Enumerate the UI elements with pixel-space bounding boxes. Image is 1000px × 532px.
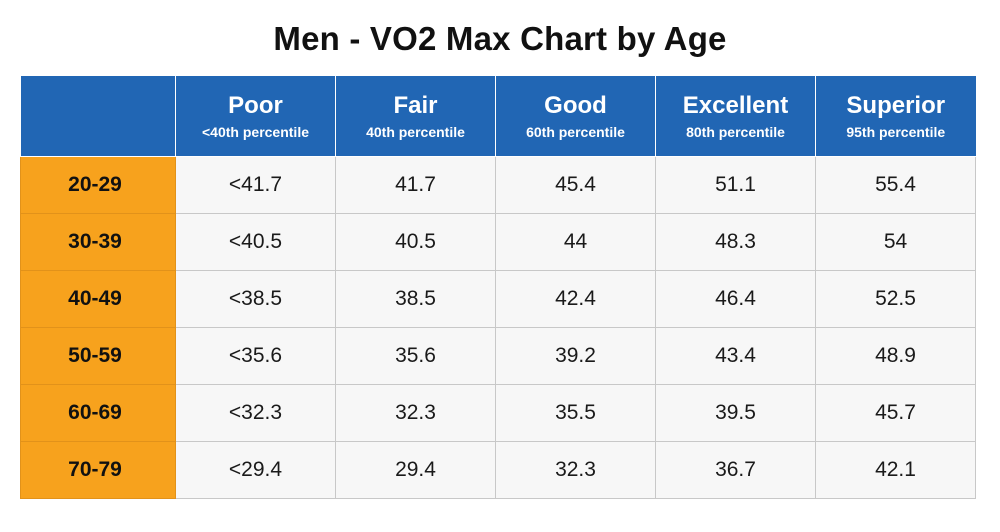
table-row: 70-79 <29.4 29.4 32.3 36.7 42.1	[20, 441, 976, 499]
header-label: Superior	[846, 92, 946, 119]
value-cell: 32.3	[335, 384, 496, 442]
value-cell: <41.7	[175, 156, 336, 214]
value-cell: 38.5	[335, 270, 496, 328]
header-cell-superior: Superior 95th percentile	[815, 76, 976, 157]
header-label: Poor	[228, 92, 283, 119]
header-sublabel: <40th percentile	[202, 124, 309, 140]
value-cell: 48.3	[655, 213, 816, 271]
header-sublabel: 40th percentile	[366, 124, 465, 140]
value-cell: 39.2	[495, 327, 656, 385]
age-cell: 50-59	[20, 327, 176, 385]
value-cell: 39.5	[655, 384, 816, 442]
header-cell-poor: Poor <40th percentile	[175, 76, 336, 157]
header-cell-fair: Fair 40th percentile	[335, 76, 496, 157]
age-cell: 30-39	[20, 213, 176, 271]
header-corner-cell	[20, 76, 176, 157]
value-cell: <32.3	[175, 384, 336, 442]
header-label: Good	[544, 92, 607, 119]
value-cell: 48.9	[815, 327, 976, 385]
header-sublabel: 60th percentile	[526, 124, 625, 140]
value-cell: 45.4	[495, 156, 656, 214]
value-cell: <38.5	[175, 270, 336, 328]
header-sublabel: 80th percentile	[686, 124, 785, 140]
value-cell: 54	[815, 213, 976, 271]
value-cell: 41.7	[335, 156, 496, 214]
value-cell: 36.7	[655, 441, 816, 499]
header-label: Excellent	[682, 92, 789, 119]
age-cell: 60-69	[20, 384, 176, 442]
table-row: 60-69 <32.3 32.3 35.5 39.5 45.7	[20, 384, 976, 442]
age-cell: 40-49	[20, 270, 176, 328]
value-cell: 32.3	[495, 441, 656, 499]
table-row: 20-29 <41.7 41.7 45.4 51.1 55.4	[20, 156, 976, 214]
header-sublabel: 95th percentile	[846, 124, 946, 140]
table-row: 30-39 <40.5 40.5 44 48.3 54	[20, 213, 976, 271]
page-title: Men - VO2 Max Chart by Age	[273, 20, 727, 57]
vo2-max-table: Poor <40th percentile Fair 40th percenti…	[20, 76, 976, 499]
value-cell: 51.1	[655, 156, 816, 214]
value-cell: <35.6	[175, 327, 336, 385]
value-cell: 35.5	[495, 384, 656, 442]
value-cell: 35.6	[335, 327, 496, 385]
header-cell-excellent: Excellent 80th percentile	[655, 76, 816, 157]
value-cell: 42.1	[815, 441, 976, 499]
value-cell: <40.5	[175, 213, 336, 271]
table-row: 40-49 <38.5 38.5 42.4 46.4 52.5	[20, 270, 976, 328]
value-cell: 40.5	[335, 213, 496, 271]
table-row: 50-59 <35.6 35.6 39.2 43.4 48.9	[20, 327, 976, 385]
age-cell: 20-29	[20, 156, 176, 214]
value-cell: 45.7	[815, 384, 976, 442]
header-cell-good: Good 60th percentile	[495, 76, 656, 157]
age-cell: 70-79	[20, 441, 176, 499]
value-cell: 29.4	[335, 441, 496, 499]
header-row: Poor <40th percentile Fair 40th percenti…	[20, 76, 976, 157]
value-cell: 43.4	[655, 327, 816, 385]
value-cell: 42.4	[495, 270, 656, 328]
value-cell: 44	[495, 213, 656, 271]
value-cell: 55.4	[815, 156, 976, 214]
value-cell: 46.4	[655, 270, 816, 328]
value-cell: <29.4	[175, 441, 336, 499]
value-cell: 52.5	[815, 270, 976, 328]
header-label: Fair	[393, 92, 438, 119]
